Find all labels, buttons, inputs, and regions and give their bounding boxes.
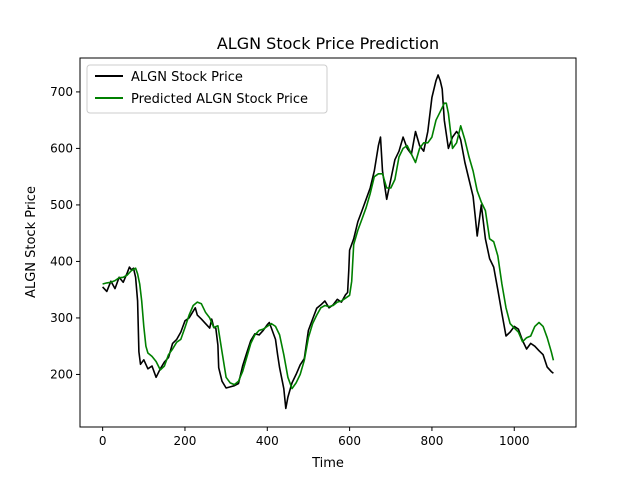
legend-box: [86, 64, 328, 114]
y-axis: 200 300 400 500 600 700: [50, 85, 80, 381]
x-tick-label: 0: [99, 434, 107, 448]
series-layer: [102, 74, 555, 410]
x-tick-label: 400: [256, 434, 279, 448]
x-axis-label: Time: [311, 456, 344, 471]
actual-price-line: [102, 74, 554, 410]
plot-area-frame: [79, 57, 577, 428]
x-axis: 0 200 400 600 800 1000: [99, 427, 530, 448]
y-tick-label: 300: [50, 311, 73, 325]
predicted-price-line: [102, 102, 555, 390]
legend-label-predicted: Predicted ALGN Stock Price: [131, 92, 308, 107]
x-tick-label: 800: [420, 434, 443, 448]
y-tick-label: 200: [50, 367, 73, 381]
x-tick-label: 200: [174, 434, 197, 448]
chart-title: ALGN Stock Price Prediction: [217, 34, 439, 53]
y-tick-label: 700: [50, 85, 73, 99]
x-tick-label: 600: [338, 434, 361, 448]
x-tick-label: 1000: [499, 434, 530, 448]
y-tick-label: 600: [50, 141, 73, 155]
y-tick-label: 500: [50, 198, 73, 212]
legend-label-actual: ALGN Stock Price: [131, 70, 243, 85]
y-tick-label: 400: [50, 254, 73, 268]
legend: ALGN Stock Price Predicted ALGN Stock Pr…: [86, 64, 328, 114]
y-axis-label: ALGN Stock Price: [24, 186, 39, 298]
